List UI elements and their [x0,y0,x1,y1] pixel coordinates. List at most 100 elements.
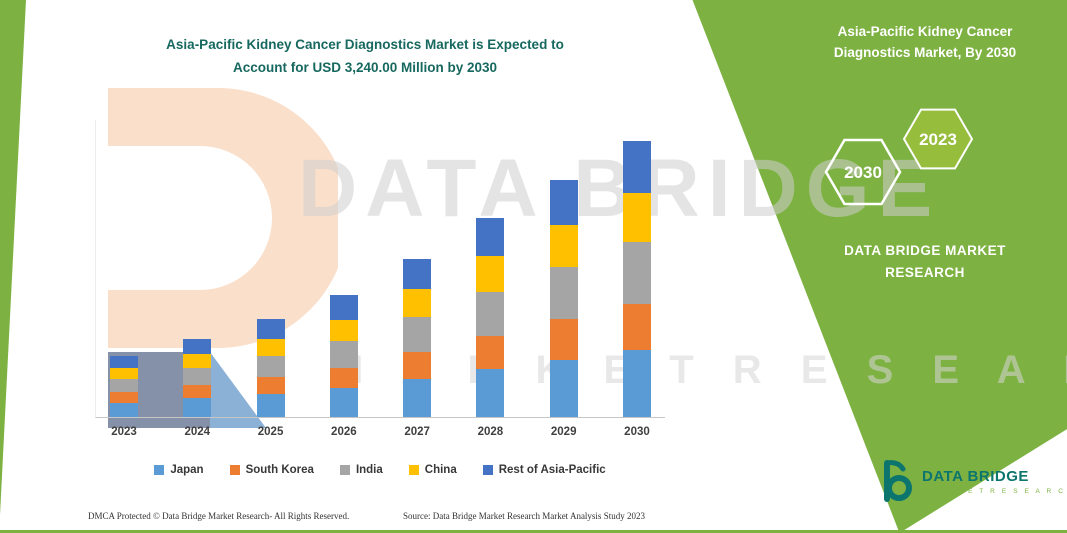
bar-stack [403,258,432,417]
legend-swatch [339,465,350,475]
legend-label: South Korea [245,464,314,476]
bar-segment-south-korea [110,392,138,403]
bar-group-2023: 2023 [110,120,138,438]
bar-segment-china [256,338,285,356]
bar-segment-rest-of-asia-pacific [622,140,651,194]
hexagon-2030-label: 2030 [844,163,882,182]
bar-stack [622,140,651,417]
databridge-b-icon [884,460,912,502]
x-axis-label-2028: 2028 [477,426,504,438]
bar-segment-south-korea [622,303,651,351]
side-panel-brand: DATA BRIDGE MARKET RESEARCH [790,240,1060,283]
bar-segment-south-korea [329,367,358,388]
side-panel-heading: Asia-Pacific Kidney Cancer Diagnostics M… [790,22,1060,64]
bar-stack [549,179,578,417]
bar-segment-china [403,289,432,318]
bar-group-2030: 2030 [622,120,651,438]
bar-segment-rest-of-asia-pacific [256,318,285,339]
year-hexagons: 2030 2023 [824,108,974,206]
bar-segment-japan [476,369,505,417]
bar-group-2024: 2024 [183,120,212,438]
bar-stack [476,217,505,417]
chart-title-line2: Account for USD 3,240.00 Million by 2030 [232,59,498,75]
legend-label: Japan [170,464,204,476]
bar-group-2026: 2026 [329,120,358,438]
legend-label: India [355,464,383,476]
x-axis-label-2029: 2029 [550,426,577,438]
bar-segment-china [110,368,138,380]
chart-title-line1: Asia-Pacific Kidney Cancer Diagnostics M… [166,37,564,52]
bar-segment-south-korea [183,385,212,399]
bar-stack [329,295,358,417]
plot-area: 2023 2024 2025 2026 2027 2028 2029 2030 [95,120,665,438]
bar-group-2029: 2029 [549,120,578,438]
watermark-text-line1: DATA BRIDGE [298,143,941,234]
side-panel-heading-line2: Diagnostics Market, By 2030 [833,44,1017,60]
legend-label: Rest of Asia-Pacific [498,464,606,476]
bar-stack [110,356,138,417]
x-axis-label-2030: 2030 [624,426,650,438]
bar-segment-india [329,341,358,368]
bar-segment-india [549,267,578,320]
databridge-logo: DATA BRIDGE M A R K E T R E S E A R C H [878,460,1067,502]
bar-segment-rest-of-asia-pacific [403,258,432,290]
bar-segment-rest-of-asia-pacific [183,338,212,355]
watermark-text-line2: M A R K E T R E S E A R C H [330,348,1067,392]
bar-segment-south-korea [549,319,578,360]
bar-segment-japan [622,350,651,417]
bar-stack [183,338,212,417]
legend-label: China [424,464,457,476]
databridge-watermark-logo [108,88,338,428]
bar-segment-india [256,355,285,377]
legend-swatch [229,465,240,475]
bar-segment-south-korea [403,352,432,380]
bar-segment-india [183,367,212,386]
bar-segment-japan [183,398,212,417]
bar-group-2027: 2027 [403,120,432,438]
databridge-logo-text: DATA BRIDGE M A R K E T R E S E A R C H [922,468,1067,495]
legend-swatch [154,465,165,475]
bar-segment-india [110,379,138,393]
x-axis-label-2024: 2024 [184,426,211,438]
footer-source-text: Source: Data Bridge Market Research Mark… [403,511,645,521]
side-panel-brand-line1: DATA BRIDGE MARKET [844,243,1006,258]
chart-legend: Japan South Korea India China Rest of Asia-P… [90,464,670,476]
legend-swatch [408,465,419,475]
bar-segment-japan [110,402,138,417]
bar-segment-china [329,319,358,342]
bar-group-2028: 2028 [476,120,505,438]
bar-segment-rest-of-asia-pacific [549,179,578,226]
bar-segment-china [476,256,505,292]
bar-group-2025: 2025 [256,120,285,438]
legend-item-rest-of-asia-pacific: Rest of Asia-Pacific [482,464,606,476]
x-axis-label-2027: 2027 [404,426,430,438]
bottom-green-rule [0,530,1067,533]
bar-segment-japan [329,387,358,417]
hexagon-2023 [902,108,974,170]
bar-segment-china [622,193,651,243]
databridge-logo-name: DATA BRIDGE [922,467,1029,485]
bar-stack [256,318,285,417]
bar-segment-south-korea [256,376,285,394]
side-panel-brand-line2: RESEARCH [885,264,965,280]
bar-segment-japan [549,359,578,417]
databridge-logo-subtitle: M A R K E T R E S E A R C H [922,487,1067,495]
bar-segment-india [403,317,432,353]
bar-segment-india [476,291,505,336]
legend-item-india: India [339,464,383,476]
x-axis-label-2026: 2026 [331,426,357,438]
side-panel-heading-line1: Asia-Pacific Kidney Cancer [837,24,1013,39]
bar-segment-rest-of-asia-pacific [110,356,138,369]
hexagon-2030 [824,138,902,206]
bar-segment-japan [256,393,285,417]
hexagon-2023-label: 2023 [919,130,957,149]
bar-segment-india [622,242,651,304]
bar-segment-japan [403,379,432,417]
bar-segment-china [549,225,578,268]
bar-segment-south-korea [476,335,505,370]
x-axis-label-2025: 2025 [257,426,284,438]
legend-item-japan: Japan [154,464,204,476]
chart-title: Asia-Pacific Kidney Cancer Diagnostics M… [110,34,620,80]
bar-segment-rest-of-asia-pacific [329,295,358,320]
legend-item-south-korea: South Korea [229,464,314,476]
